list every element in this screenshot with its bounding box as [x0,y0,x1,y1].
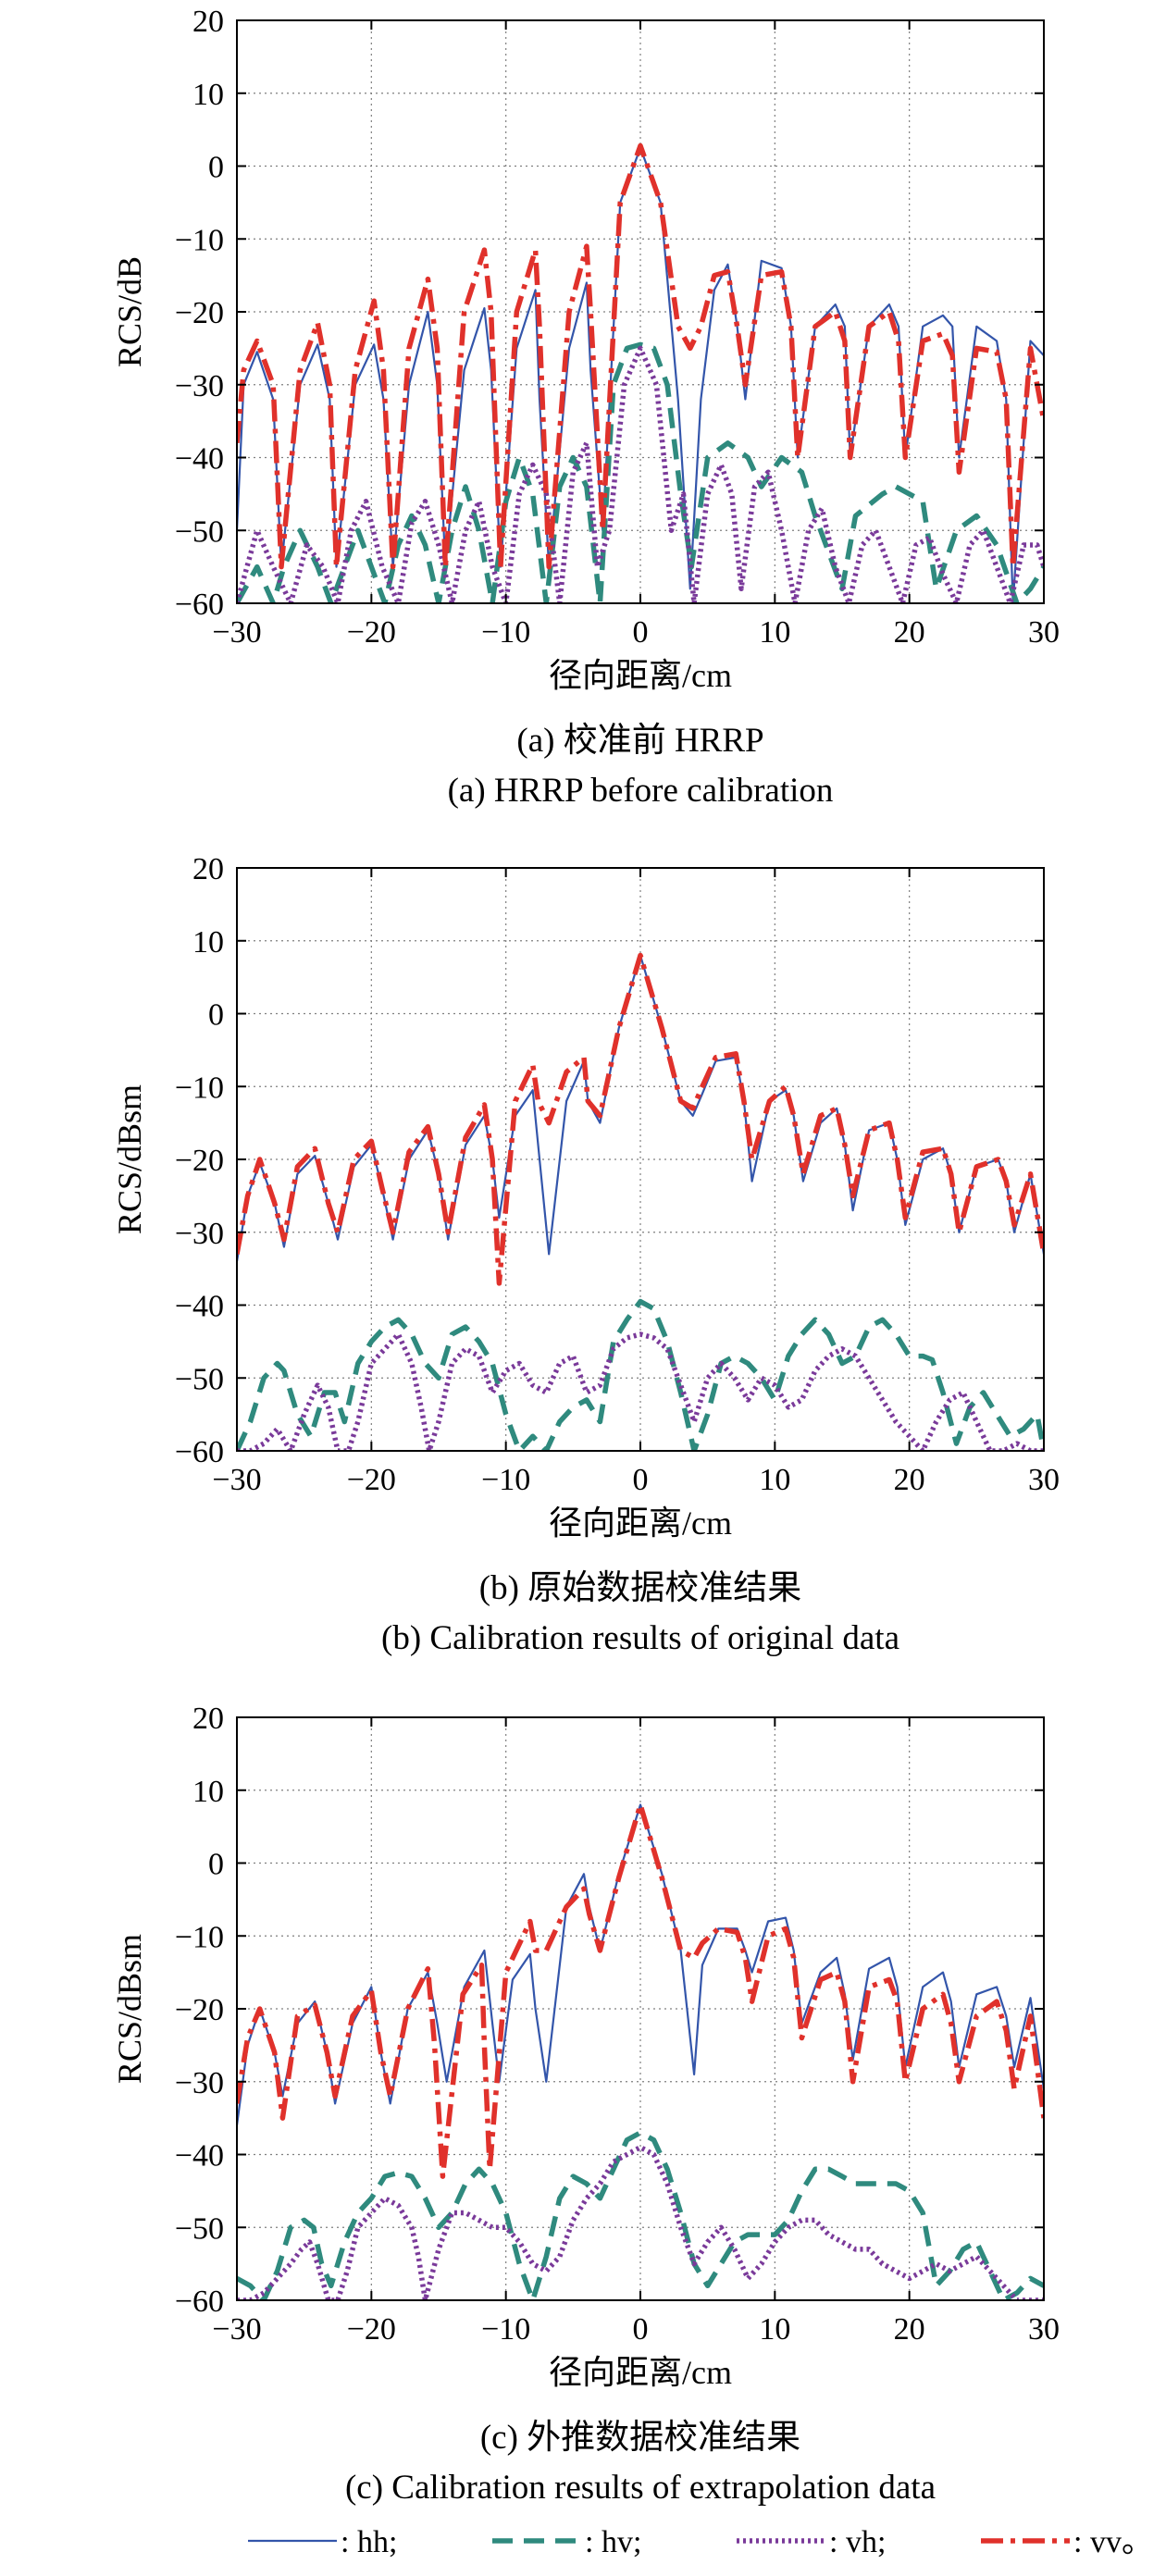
x-tick-label: −30 [212,1463,261,1497]
y-tick-label: −10 [175,1920,224,1954]
x-tick-label: −20 [347,2312,396,2347]
y-tick-label: 0 [208,151,224,185]
x-tick-label: 30 [1028,615,1060,650]
y-tick-label: −30 [175,369,224,403]
chart-panel-a: −30 −20 −10 0 10 20 30 20 10 0 −10 −20 −30 −40 −50 −60 径… [111,5,1060,810]
y-tick-label: −20 [175,1144,224,1178]
legend-label-hv: : hv; [585,2525,641,2559]
y-tick-label: 10 [192,1775,224,1809]
x-tick-label: 20 [894,2312,925,2347]
x-tick-label: 30 [1028,1463,1060,1497]
y-axis-label: RCS/dBsm [111,1084,148,1234]
series-line-vh [237,1331,1044,1451]
x-tick-label: −20 [347,615,396,650]
chart-panel-b: −30 −20 −10 0 10 20 30 20 10 0 −10 −20 −30 −40 −50 −60 径… [111,852,1060,1657]
y-tick-label: −50 [175,1362,224,1396]
caption-en: (b) Calibration results of original data [381,1619,899,1657]
y-tick-label: 20 [192,852,224,886]
x-tick-label: −30 [212,2312,261,2347]
y-tick-label: −20 [175,1993,224,2027]
y-tick-label: −50 [175,514,224,549]
y-tick-label: −40 [175,2139,224,2174]
legend-item-vv: : vv。 [981,2525,1153,2559]
x-tick-label: 20 [894,1463,925,1497]
x-tick-label: 10 [759,615,790,650]
x-tick-label: 10 [759,1463,790,1497]
y-tick-label: 0 [208,1848,224,1882]
legend-label-hh: : hh; [341,2525,397,2559]
legend-label-vv: : vv。 [1073,2525,1153,2559]
y-tick-label: −10 [175,1071,224,1105]
y-tick-label: −40 [175,442,224,477]
x-tick-label: −10 [481,615,530,650]
x-tick-label: 0 [633,615,649,650]
caption-en: (c) Calibration results of extrapolation… [345,2469,936,2507]
legend-item-hv: : hv; [492,2525,641,2559]
y-tick-label: 0 [208,998,224,1033]
series-line-vv [237,952,1044,1286]
x-axis-label: 径向距离/cm [549,657,732,694]
legend: : hh; : hv; : vh; : vv。 [248,2525,1153,2559]
y-tick-label: −30 [175,2066,224,2100]
series-line-vh [237,2144,1044,2300]
y-tick-label: −60 [175,1435,224,1469]
x-axis-label: 径向距离/cm [549,1505,732,1542]
x-tick-label: −10 [481,1463,530,1497]
y-tick-label: 20 [192,1702,224,1736]
y-tick-label: −10 [175,223,224,257]
y-tick-label: −30 [175,1217,224,1251]
x-tick-label: 0 [633,1463,649,1497]
y-tick-label: 10 [192,78,224,112]
chart-panel-c: −30 −20 −10 0 10 20 30 20 10 0 −10 −20 −30 −40 −50 −60 径… [111,1702,1060,2507]
y-axis-label: RCS/dBsm [111,1934,148,2084]
x-tick-label: −30 [212,615,261,650]
x-tick-label: 20 [894,615,925,650]
y-tick-label: −60 [175,2285,224,2319]
y-tick-label: −60 [175,588,224,622]
series-line-hv [237,2130,1044,2300]
series-line-hv [237,1298,1044,1451]
caption-en: (a) HRRP before calibration [448,772,834,810]
series-line-vv [237,142,1044,570]
y-tick-label: −20 [175,296,224,330]
x-tick-label: 30 [1028,2312,1060,2347]
caption-cn: (a) 校准前 HRRP [516,721,763,760]
chart-panels: −30 −20 −10 0 10 20 30 20 10 0 −10 −20 −30 −40 −50 −60 径… [111,5,1060,2507]
y-axis-label: RCS/dB [111,256,148,367]
caption-cn: (c) 外推数据校准结果 [480,2418,800,2457]
x-tick-label: 0 [633,2312,649,2347]
legend-item-vh: : vh; [737,2525,886,2559]
y-tick-label: −40 [175,1290,224,1324]
series-line-hh [237,1803,1044,2126]
x-tick-label: 10 [759,2312,790,2347]
legend-label-vh: : vh; [829,2525,886,2559]
y-tick-label: 20 [192,5,224,39]
x-tick-label: −20 [347,1463,396,1497]
y-tick-label: −50 [175,2211,224,2246]
legend-item-hh: : hh; [248,2525,397,2559]
y-tick-label: 10 [192,925,224,960]
x-axis-label: 径向距离/cm [549,2354,732,2391]
x-tick-label: −10 [481,2312,530,2347]
caption-cn: (b) 原始数据校准结果 [479,1568,801,1607]
